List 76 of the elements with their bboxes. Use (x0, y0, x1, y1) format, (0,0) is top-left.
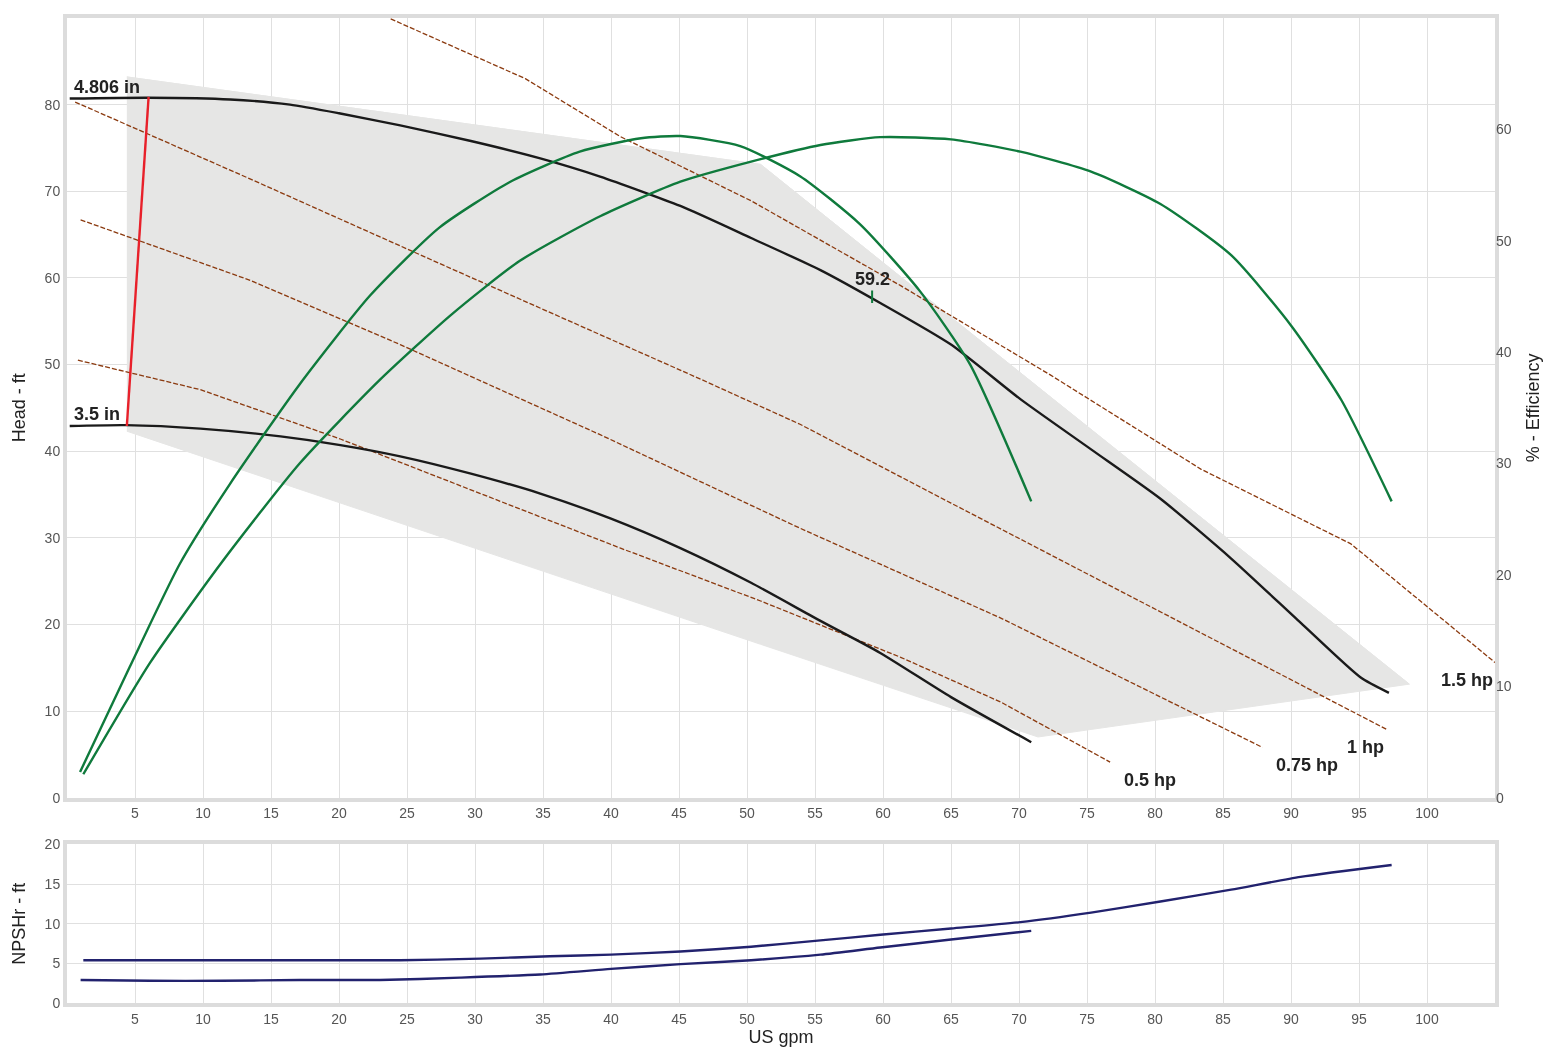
x-tick-label: 15 (263, 1010, 279, 1027)
x-tick-label: 5 (131, 1010, 140, 1027)
x-tick-label: 25 (399, 1010, 415, 1027)
series-label: 3.5 in (74, 404, 121, 424)
x-tick-label: 15 (263, 805, 279, 822)
x-tick-label: 90 (1283, 805, 1299, 822)
series-label: 1.5 hp (1441, 670, 1494, 690)
x-tick-label: 20 (331, 805, 347, 822)
x-tick-label: 35 (535, 805, 551, 822)
x-tick-label: 10 (195, 805, 211, 822)
x-tick-label: 60 (875, 805, 891, 822)
y2-tick-label: 0 (1496, 789, 1504, 806)
y2-axis-title: % - Efficiency (1522, 353, 1543, 463)
x-tick-label: 50 (739, 805, 755, 822)
x-tick-label: 65 (943, 1010, 959, 1027)
y2-tick-label: 10 (1496, 678, 1512, 695)
x-tick-label: 40 (603, 805, 619, 822)
y2-tick-label: 60 (1496, 121, 1512, 138)
x-tick-label: 5 (131, 805, 140, 822)
line-series (68, 423, 1033, 744)
x-tick-label: 30 (467, 805, 483, 822)
x-tick-label: 35 (535, 1010, 551, 1027)
x-tick-label: 75 (1079, 1010, 1095, 1027)
x-tick-label: 95 (1351, 1010, 1367, 1027)
y-tick-label: 60 (44, 269, 61, 286)
x-tick-label: 25 (399, 805, 415, 822)
y-tick-label: 20 (44, 616, 61, 633)
x-tick-label: 30 (467, 1010, 483, 1027)
x-tick-label: 60 (875, 1010, 891, 1027)
x-tick-label: 45 (671, 805, 687, 822)
line-series (390, 18, 1495, 664)
y-tick-label: 30 (44, 529, 61, 546)
y-tick-label: 40 (44, 443, 61, 460)
x-tick-label: 55 (807, 1010, 823, 1027)
y2-tick-label: 30 (1496, 455, 1512, 472)
y2-tick-label: 50 (1496, 232, 1512, 249)
line-series (82, 863, 1393, 962)
x-tick-label: 70 (1011, 805, 1027, 822)
x-tick-label: 90 (1283, 1010, 1299, 1027)
y-tick-label: 80 (44, 96, 61, 113)
y-tick-label: 70 (44, 183, 61, 200)
x-tick-label: 40 (603, 1010, 619, 1027)
y-tick-label: 15 (44, 875, 61, 892)
series-label: 4.806 in (74, 77, 141, 97)
x-tick-label: 10 (195, 1010, 211, 1027)
x-tick-label: 100 (1415, 1010, 1439, 1027)
y-tick-label: 10 (44, 915, 61, 932)
x-tick-label: 85 (1215, 1010, 1231, 1027)
y-axis-title: NPSHr - ft (9, 882, 30, 965)
x-tick-label: 95 (1351, 805, 1367, 822)
y-tick-label: 10 (44, 702, 61, 719)
x-tick-label: 70 (1011, 1010, 1027, 1027)
series-label: 0.5 hp (1124, 770, 1177, 790)
x-tick-label: 45 (671, 1010, 687, 1027)
y-tick-label: 0 (52, 789, 61, 806)
y2-tick-label: 40 (1496, 344, 1512, 361)
x-tick-label: 65 (943, 805, 959, 822)
x-tick-label: 80 (1147, 805, 1163, 822)
y-tick-label: 20 (44, 836, 61, 853)
line-series (79, 929, 1033, 983)
x-tick-label: 50 (739, 1010, 755, 1027)
y-tick-label: 50 (44, 356, 61, 373)
x-axis-title: US gpm (748, 1026, 814, 1047)
x-tick-label: 75 (1079, 805, 1095, 822)
x-tick-label: 55 (807, 805, 823, 822)
y2-tick-label: 20 (1496, 566, 1512, 583)
y-tick-label: 5 (52, 955, 61, 972)
x-tick-label: 85 (1215, 805, 1231, 822)
y-axis-title: Head - ft (9, 373, 30, 443)
x-tick-label: 80 (1147, 1010, 1163, 1027)
series-label: 0.75 hp (1276, 755, 1339, 775)
annotation: 59.2 (855, 269, 891, 289)
series-label: 1 hp (1347, 737, 1385, 757)
x-tick-label: 20 (331, 1010, 347, 1027)
x-tick-label: 100 (1415, 805, 1439, 822)
y-tick-label: 0 (52, 994, 61, 1011)
